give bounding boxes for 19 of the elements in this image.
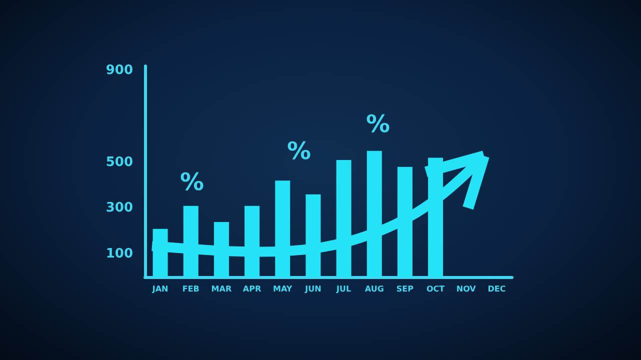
x-tick-label: JAN <box>151 284 168 294</box>
x-tick-label: APR <box>242 284 262 294</box>
x-tick-label: AUG <box>364 284 384 294</box>
annotation: % <box>287 137 312 165</box>
x-tick-label: DEC <box>488 284 506 294</box>
x-tick-label: MAR <box>211 284 232 294</box>
annotation: % <box>180 168 204 196</box>
y-tick-label: 300 <box>106 200 133 216</box>
y-tick-label: 900 <box>106 63 133 78</box>
x-tick-label: JUL <box>336 284 352 294</box>
annotation: % <box>366 110 390 138</box>
x-tick-label: OCT <box>426 284 446 294</box>
y-tick-label: 500 <box>106 154 133 170</box>
x-tick-label: FEB <box>182 284 200 294</box>
x-tick-label: MAY <box>273 284 292 294</box>
x-tick-label: SEP <box>396 284 414 294</box>
x-tick-label: NOV <box>456 284 477 294</box>
x-tick-label: JUN <box>304 284 322 294</box>
y-tick-label: 100 <box>106 246 133 262</box>
